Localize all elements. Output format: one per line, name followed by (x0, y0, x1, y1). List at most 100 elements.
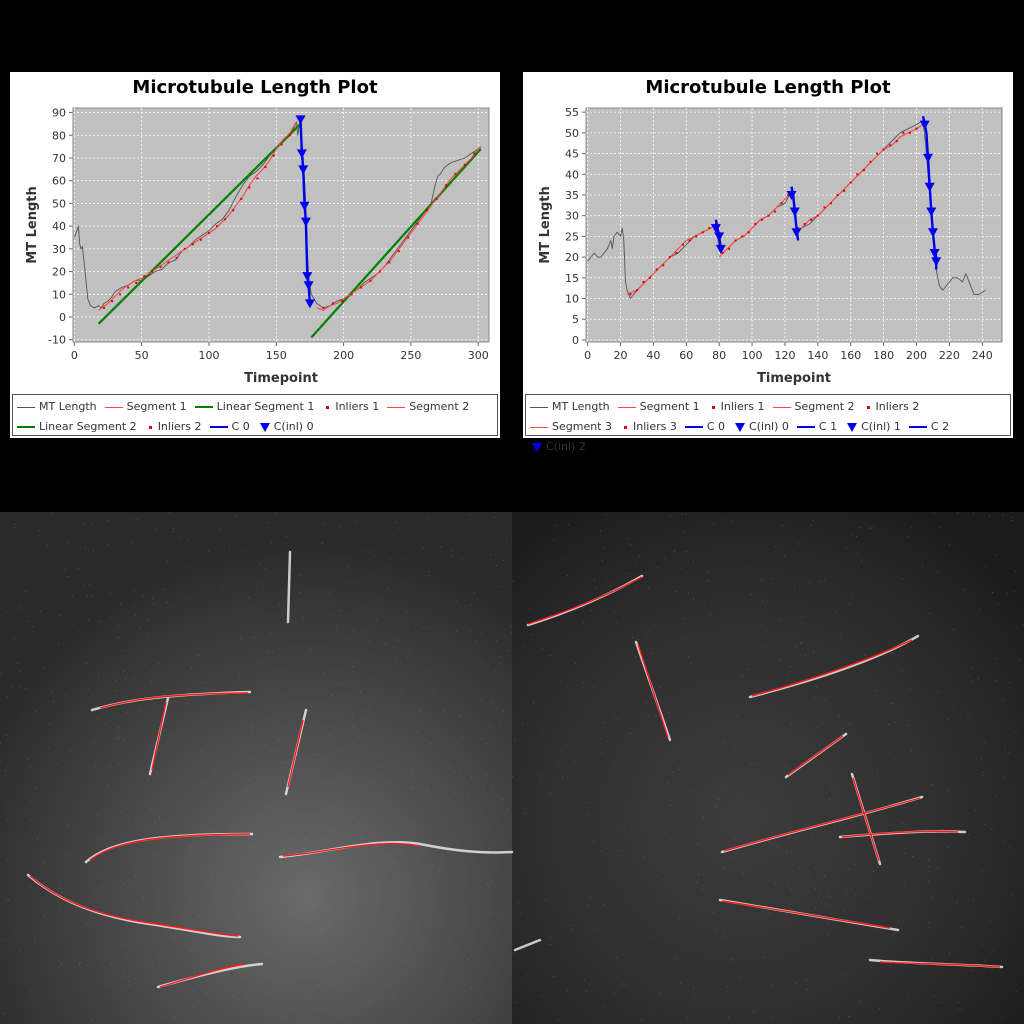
y-tick-label: 15 (565, 272, 579, 285)
series-inliers-1-point (708, 227, 711, 230)
legend-right: MT Length Segment 1 Inliers 1 Segment 2 Inli… (525, 394, 1011, 453)
legend-item-c-inl-0: C(inl) 0 (733, 417, 789, 437)
series-inliers-2-point (463, 163, 466, 166)
legend-swatch (387, 406, 406, 408)
y-tick-label: 50 (52, 197, 66, 210)
legend-label: C 0 (231, 420, 250, 433)
legend-item-c-inl-2: C(inl) 2 (530, 437, 586, 457)
legend-item-inliers-1: Inliers 1 (708, 397, 765, 417)
y-tick-label: 60 (52, 175, 66, 188)
legend-swatch (259, 422, 270, 432)
x-tick-label: 180 (873, 349, 894, 362)
series-inliers-1-point (675, 251, 678, 254)
legend-item-segment-1: Segment 1 (617, 397, 700, 417)
series-inliers-1-point (167, 261, 170, 264)
legend-item-mt-length: MT Length (17, 397, 97, 417)
series-inliers-2-point (780, 202, 783, 205)
legend-item-segment-2: Segment 2 (772, 397, 855, 417)
series-inliers-2-point (747, 231, 750, 234)
y-tick-label: 30 (565, 210, 579, 223)
series-inliers-2-point (331, 302, 334, 305)
series-c-inl-2-marker (929, 248, 940, 258)
legend-label: Segment 2 (794, 400, 855, 413)
series-inliers-2-point (407, 236, 410, 239)
series-linear-segment-2-line (310, 148, 482, 339)
legend-swatch (532, 442, 542, 452)
x-tick-label: 160 (840, 349, 861, 362)
series-c-inl-2-marker (927, 228, 938, 238)
series-c-inl-0-marker (295, 115, 306, 125)
series-inliers-2-point (767, 214, 770, 217)
legend-item-c-1: C 1 (796, 417, 837, 437)
series-inliers-2-point (734, 239, 737, 242)
y-tick-label: 70 (52, 152, 66, 165)
series-inliers-1-point (655, 268, 658, 271)
series-c-inl-1-marker (786, 190, 797, 200)
legend-item-c-inl-1: C(inl) 1 (845, 417, 901, 437)
legend-swatch (684, 426, 703, 428)
micrograph-left (0, 512, 512, 1024)
legend-item-c-2: C 2 (908, 417, 950, 437)
series-c-inl-2-marker (919, 120, 930, 130)
series-inliers-3-point (869, 160, 872, 163)
series-inliers-1-point (102, 306, 105, 309)
legend-item-linear-segment-1: Linear Segment 1 (194, 397, 315, 417)
y-tick-label: 20 (52, 266, 66, 279)
series-inliers-2-point (341, 300, 344, 303)
legend-swatch (17, 406, 35, 408)
plot-area (72, 107, 490, 343)
legend-item-inliers-3: Inliers 3 (620, 417, 677, 437)
series-inliers-2-point (350, 293, 353, 296)
y-tick-label: 10 (52, 288, 66, 301)
y-tick-label: 45 (565, 148, 579, 161)
legend-item-inliers-2: Inliers 2 (145, 417, 202, 437)
series-inliers-1-point (159, 266, 162, 269)
legend-item-inliers-2: Inliers 2 (863, 397, 919, 417)
legend-swatch (194, 406, 213, 408)
series-c-inl-2-marker (923, 153, 934, 163)
series-inliers-3-point (908, 131, 911, 134)
series-c-inl-2-marker (926, 207, 937, 217)
y-tick-label: 20 (565, 251, 579, 264)
series-inliers-1-point (191, 243, 194, 246)
legend-item-c-inl-0: C(inl) 0 (258, 417, 314, 437)
series-c-inl-0-marker (303, 281, 314, 291)
legend-left: MT Length Segment 1 Linear Segment 1 Inlier… (12, 394, 498, 436)
legend-label: MT Length (39, 400, 97, 413)
series-inliers-1-point (111, 300, 114, 303)
series-inliers-2-point (416, 222, 419, 225)
legend-swatch (530, 426, 548, 428)
x-tick-label: 0 (584, 349, 591, 362)
legend-label: C 2 (930, 420, 950, 433)
y-tick-label: -10 (48, 334, 66, 347)
series-inliers-1-point (668, 256, 671, 259)
series-c-inl-0-marker (302, 272, 313, 282)
y-tick-label: 0 (59, 311, 66, 324)
legend-swatch (908, 426, 927, 428)
x-tick-label: 200 (906, 349, 927, 362)
micrograph-speckle (0, 512, 1024, 1024)
legend-swatch (104, 406, 123, 408)
series-inliers-2-point (760, 218, 763, 221)
x-tick-label: 220 (939, 349, 960, 362)
x-tick-label: 80 (712, 349, 726, 362)
series-inliers-2-point (454, 172, 457, 175)
y-tick-label: 40 (565, 168, 579, 181)
x-tick-label: 240 (972, 349, 993, 362)
legend-label: Linear Segment 2 (39, 420, 137, 433)
series-inliers-3-point (797, 227, 800, 230)
legend-swatch (17, 426, 35, 428)
legend-label: Linear Segment 1 (216, 400, 315, 413)
series-inliers-3-point (816, 214, 819, 217)
y-tick-label: 55 (565, 106, 579, 119)
series-inliers-3-point (889, 144, 892, 147)
y-tick-label: 35 (565, 189, 579, 202)
series-inliers-1-point (272, 154, 275, 157)
series-inliers-1-point (232, 209, 235, 212)
series-inliers-3-point (843, 189, 846, 192)
legend-item-segment-2: Segment 2 (387, 397, 469, 417)
series-segment-1-line (98, 121, 297, 311)
legend-label: Segment 2 (409, 400, 470, 413)
